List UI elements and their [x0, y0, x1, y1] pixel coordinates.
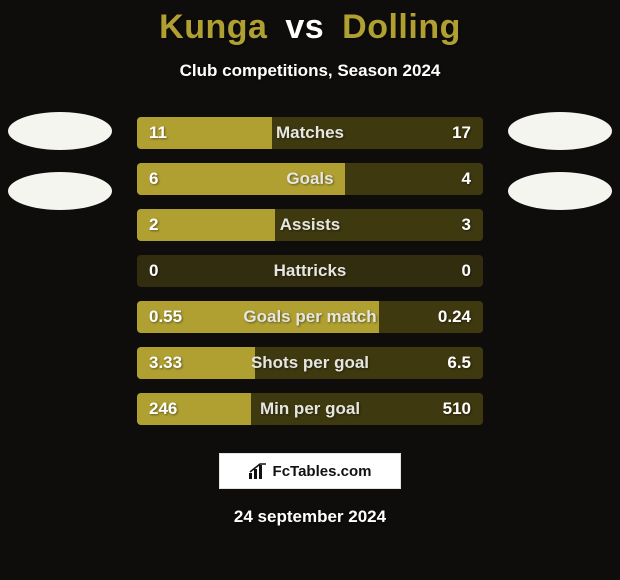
- title-player2: Dolling: [342, 8, 461, 46]
- stat-label: Assists: [137, 215, 483, 235]
- stat-label: Goals: [137, 169, 483, 189]
- stat-row: 3.33Shots per goal6.5: [137, 347, 483, 379]
- stat-value-right: 0: [462, 261, 483, 281]
- title-vs: vs: [285, 8, 324, 46]
- stat-label: Shots per goal: [137, 353, 483, 373]
- avatar-col-right: [508, 112, 612, 210]
- subtitle: Club competitions, Season 2024: [0, 61, 620, 81]
- avatar-col-left: [8, 112, 112, 210]
- stat-label: Min per goal: [137, 399, 483, 419]
- date-label: 24 september 2024: [0, 507, 620, 527]
- stat-row: 0.55Goals per match0.24: [137, 301, 483, 333]
- brand-text: FcTables.com: [273, 463, 372, 480]
- stat-row: 246Min per goal510: [137, 393, 483, 425]
- stat-row: 2Assists3: [137, 209, 483, 241]
- stat-value-right: 3: [462, 215, 483, 235]
- player2-avatar-placeholder: [508, 112, 612, 150]
- comparison-card: Kunga vs Dolling Club competitions, Seas…: [0, 0, 620, 580]
- stat-label: Goals per match: [137, 307, 483, 327]
- stat-label: Matches: [137, 123, 483, 143]
- stat-value-right: 4: [462, 169, 483, 189]
- stat-value-right: 6.5: [447, 353, 483, 373]
- brand-badge: FcTables.com: [219, 453, 401, 489]
- stat-row: 11Matches17: [137, 117, 483, 149]
- stat-row: 0Hattricks0: [137, 255, 483, 287]
- stat-value-right: 17: [452, 123, 483, 143]
- player2-club-placeholder: [508, 172, 612, 210]
- player1-club-placeholder: [8, 172, 112, 210]
- stat-row: 6Goals4: [137, 163, 483, 195]
- stat-label: Hattricks: [137, 261, 483, 281]
- bar-chart-icon: [249, 463, 267, 479]
- stat-bars: 11Matches17 6Goals4 2Assists3 0Hattricks0 0.…: [137, 117, 483, 425]
- page-title: Kunga vs Dolling: [0, 8, 620, 47]
- title-player1: Kunga: [159, 8, 267, 46]
- stat-value-right: 510: [443, 399, 483, 419]
- player1-avatar-placeholder: [8, 112, 112, 150]
- stat-value-right: 0.24: [438, 307, 483, 327]
